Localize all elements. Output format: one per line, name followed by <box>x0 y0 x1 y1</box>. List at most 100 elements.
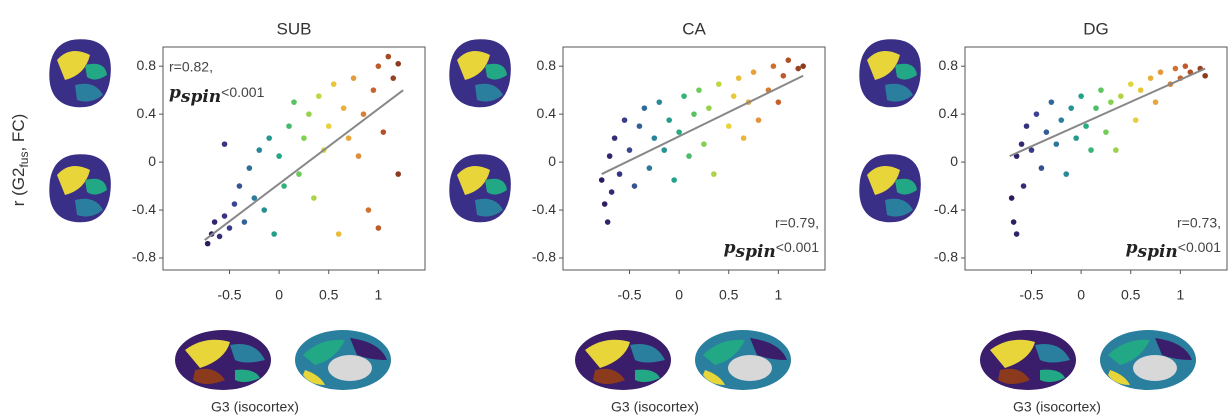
scatter-point <box>706 105 712 111</box>
p-symbol: p <box>1126 238 1138 258</box>
scatter-point <box>1137 87 1144 93</box>
scatter-point <box>1127 81 1134 87</box>
scatter-point <box>1157 69 1164 75</box>
scatter-point <box>1132 117 1139 123</box>
y-tick-label: 0.8 <box>137 57 157 73</box>
y-tick-label: -0.8 <box>934 249 958 265</box>
scatter-point <box>641 105 648 111</box>
scatter-point <box>286 123 292 129</box>
scatter-point <box>266 135 272 141</box>
scatter-point <box>750 69 757 75</box>
scatter-point <box>626 147 633 153</box>
annotation-p: pspin<0.001 <box>169 83 265 107</box>
scatter-point <box>1018 141 1025 147</box>
scatter-point <box>676 129 682 135</box>
scatter-point <box>661 147 668 153</box>
y-tick-label: 0.8 <box>537 57 557 73</box>
p-subscript: spin <box>180 87 221 107</box>
scatter-point <box>395 171 402 177</box>
scatter-point <box>1182 63 1189 69</box>
y-tick-label: 0.4 <box>137 105 157 121</box>
scatter-point <box>701 141 707 147</box>
scatter-point <box>1172 65 1179 72</box>
scatter-point <box>1098 87 1104 93</box>
scatter-point <box>716 81 722 87</box>
p-subscript: spin <box>735 242 776 262</box>
y-tick-label: 0 <box>950 153 958 169</box>
x-tick-label: -0.5 <box>617 287 641 303</box>
scatter-point <box>251 195 258 201</box>
scatter-point <box>1113 147 1119 153</box>
scatter-point <box>775 99 782 105</box>
scatter-point <box>755 117 762 123</box>
scatter-point <box>1058 117 1065 123</box>
p-symbol: p <box>169 83 181 103</box>
scatter-point <box>360 111 367 117</box>
scatter-point <box>246 165 253 171</box>
scatter-point <box>666 117 672 123</box>
scatter-point <box>795 65 802 72</box>
y-tick-label: 0 <box>548 153 556 169</box>
scatter-point <box>306 111 312 117</box>
scatter-point <box>1202 72 1208 79</box>
scatter-point <box>241 219 248 225</box>
scatter-point <box>236 183 243 189</box>
annotation-r: r=0.73, <box>1177 215 1221 231</box>
scatter-point <box>340 105 347 111</box>
scatter-point <box>740 135 747 141</box>
scatter-point <box>261 207 268 213</box>
scatter-point <box>770 63 777 69</box>
x-tick-label: -0.5 <box>1019 287 1043 303</box>
scatter-point <box>1038 165 1045 171</box>
y-tick-label: 0.4 <box>939 105 959 121</box>
scatter-point <box>1020 183 1027 189</box>
scatter-point <box>611 135 618 141</box>
scatter-point <box>350 75 357 81</box>
scatter-point <box>1088 147 1094 153</box>
scatter-point <box>1053 141 1060 147</box>
scatter-point <box>725 123 732 129</box>
scatter-point <box>671 177 677 183</box>
scatter-point <box>1147 75 1154 81</box>
scatter-point <box>616 171 623 177</box>
scatter-point <box>281 183 287 189</box>
scatter-point <box>735 75 742 81</box>
y-label-sub: fus <box>17 152 31 168</box>
scatter-point <box>1028 147 1035 153</box>
scatter-point <box>1033 111 1040 117</box>
y-axis-label: r (G2fus, FC) <box>9 114 31 207</box>
scatter-point <box>375 63 382 69</box>
scatter-point <box>1078 93 1084 99</box>
scatter-point <box>380 129 387 135</box>
scatter-point <box>216 233 223 240</box>
y-tick-label: -0.4 <box>934 201 958 217</box>
scatter-point <box>621 117 628 123</box>
fit-line <box>1009 67 1206 158</box>
scatter-point <box>606 153 613 159</box>
x-tick-label: -0.5 <box>217 287 241 303</box>
x-tick-label: 1 <box>1176 287 1184 303</box>
scatter-point <box>316 93 322 99</box>
x-tick-label: 1 <box>374 287 382 303</box>
scatter-point <box>390 75 397 81</box>
x-tick-label: 0.5 <box>1121 287 1141 303</box>
x-tick-label: 0 <box>675 287 683 303</box>
panel-title: CA <box>682 19 706 38</box>
y-tick-label: 0.8 <box>939 57 959 73</box>
p-subscript: spin <box>1137 242 1178 262</box>
plot-frame <box>162 46 426 271</box>
scatter-point <box>1010 219 1017 225</box>
scatter-point <box>636 123 643 129</box>
plot-frame <box>562 46 826 271</box>
x-axis-label: G3 (isocortex) <box>611 399 699 415</box>
y-tick-label: -0.8 <box>532 249 556 265</box>
y-label-text: r (G2 <box>9 168 28 207</box>
scatter-point <box>211 219 218 225</box>
annotation-p: pspin<0.001 <box>1126 238 1222 262</box>
scatter-point <box>730 93 737 99</box>
plot-frame <box>964 46 1228 271</box>
scatter-point <box>311 195 317 201</box>
scatter-point <box>1008 195 1015 201</box>
fit-line <box>601 74 804 175</box>
